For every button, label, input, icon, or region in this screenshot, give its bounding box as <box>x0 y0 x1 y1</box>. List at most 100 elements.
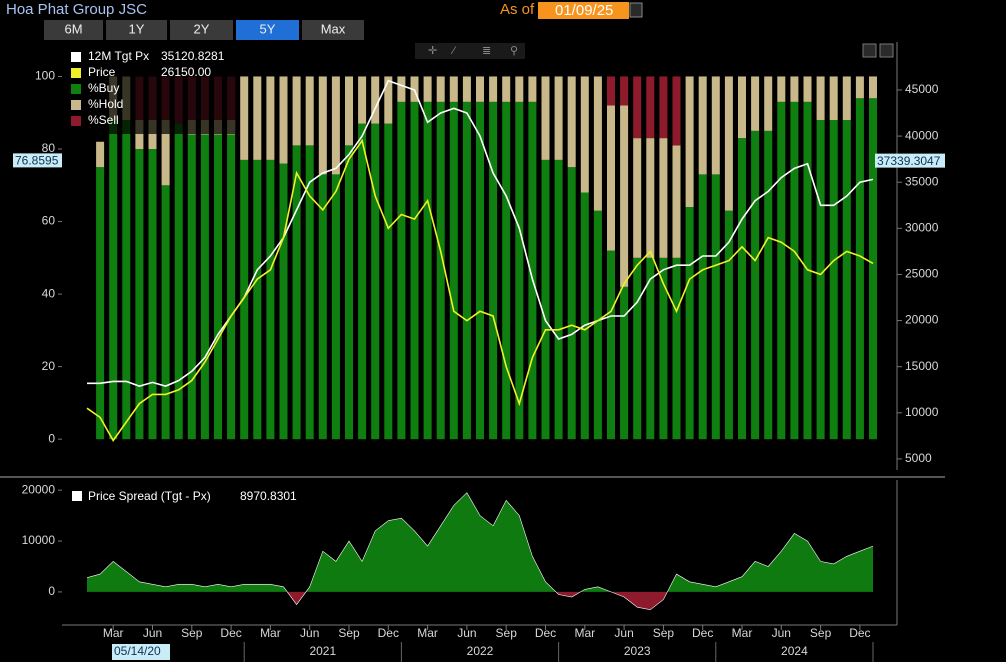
year-label: 2021 <box>309 644 336 658</box>
bar-segment <box>135 149 144 440</box>
bar-segment <box>777 76 786 102</box>
legend-swatch <box>72 491 82 501</box>
bar-segment <box>855 98 864 440</box>
x-tick-label: Jun <box>300 626 319 640</box>
line-series <box>87 79 874 387</box>
x-tick-label: Mar <box>732 626 753 640</box>
x-tick-label: Dec <box>692 626 713 640</box>
bar-segment <box>423 76 432 102</box>
bar-segment <box>554 159 563 440</box>
legend-label: %Buy <box>88 81 119 95</box>
draw-icon[interactable]: ∕ <box>450 45 457 57</box>
y-tick-label: 0 <box>48 584 55 598</box>
range-button[interactable] <box>302 20 364 40</box>
range-button[interactable] <box>170 20 233 40</box>
bar-segment <box>187 134 196 440</box>
bar-segment <box>305 76 314 146</box>
bar-segment <box>567 167 576 440</box>
x-tick-label: Sep <box>810 626 832 640</box>
range-button-label[interactable]: 6M <box>64 21 82 36</box>
bar-segment <box>345 76 353 146</box>
value-marker-label: 37339.3047 <box>877 154 941 168</box>
x-tick-label: Sep <box>496 626 518 640</box>
bar-segment <box>842 76 851 120</box>
legend-swatch <box>71 116 81 126</box>
bar-segment <box>227 134 236 440</box>
legend-swatch <box>71 68 81 78</box>
x-tick-label: Dec <box>849 626 870 640</box>
bar-segment <box>620 105 629 287</box>
bar-segment <box>528 76 537 102</box>
y-tick-label: 10000 <box>22 533 56 547</box>
y2-tick-label: 35000 <box>905 174 939 188</box>
bar-segment <box>541 159 550 440</box>
bar-segment <box>345 145 353 440</box>
collapse-icon[interactable] <box>879 43 894 58</box>
range-button-label[interactable]: 5Y <box>260 21 276 36</box>
bar-segment <box>318 174 327 440</box>
range-button[interactable] <box>236 20 299 40</box>
date-field[interactable] <box>538 2 629 19</box>
bar-segment <box>96 167 105 440</box>
x-tick-label: Mar <box>260 626 281 640</box>
bar-segment <box>751 130 760 440</box>
bar-segment <box>698 174 707 440</box>
bar-segment <box>122 119 131 440</box>
y2-tick-label: 45000 <box>905 82 939 96</box>
x-tick-label: Jun <box>457 626 476 640</box>
range-button[interactable] <box>106 20 167 40</box>
legend-swatch <box>71 100 81 110</box>
y2-tick-label: 25000 <box>905 267 939 281</box>
bar-segment <box>593 76 602 211</box>
legend-box <box>65 45 235 134</box>
y-tick-label: 20000 <box>22 482 56 496</box>
bar-segment <box>829 119 838 440</box>
bar-segment <box>331 76 340 175</box>
range-button-label[interactable]: 1Y <box>129 21 145 36</box>
bar-segment <box>161 119 170 186</box>
bar-segment <box>358 76 367 124</box>
range-button-label[interactable]: Max <box>321 21 346 36</box>
legend-swatch <box>71 84 81 94</box>
toolbar <box>415 43 525 59</box>
bar-segment <box>541 76 550 160</box>
crosshair-icon[interactable]: ✛ <box>428 45 437 57</box>
bar-segment <box>462 76 471 102</box>
x-tick-label: Dec <box>378 626 399 640</box>
y2-tick-label: 15000 <box>905 359 939 373</box>
bar-segment <box>620 286 629 440</box>
bar-segment <box>646 138 655 258</box>
table-icon[interactable]: ≣ <box>482 45 491 57</box>
bar-segment <box>685 76 694 208</box>
bar-segment <box>266 76 275 160</box>
bar-segment <box>790 101 799 440</box>
range-button[interactable] <box>44 20 103 40</box>
bar-segment <box>397 76 406 102</box>
bar-segment <box>436 101 445 440</box>
legend-box <box>65 486 305 507</box>
bar-segment <box>580 192 589 440</box>
legend-label: Price Spread (Tgt - Px) <box>88 489 211 503</box>
x-tick-label: Sep <box>181 626 203 640</box>
date-value[interactable]: 01/09/25 <box>555 2 613 19</box>
bar-segment <box>672 257 681 440</box>
bar-segment <box>803 76 812 102</box>
bar-segment <box>764 130 773 440</box>
zoom-icon[interactable]: ⚲ <box>510 45 518 57</box>
x-tick-label: Sep <box>653 626 675 640</box>
bar-segment <box>410 101 419 440</box>
as-of-label: As of <box>500 1 535 18</box>
legend-value: 26150.00 <box>161 65 211 79</box>
range-button-label[interactable]: 2Y <box>194 21 210 36</box>
bar-segment <box>449 76 458 102</box>
line-series <box>86 138 874 442</box>
calendar-button[interactable] <box>629 2 643 18</box>
bar-segment <box>672 76 681 146</box>
legend-label: Price <box>88 65 116 79</box>
expand-icon[interactable] <box>862 43 877 58</box>
bar-segment <box>869 76 877 99</box>
bar-segment <box>174 123 183 440</box>
bar-segment <box>502 101 511 440</box>
bar-segment <box>371 123 380 440</box>
bar-segment <box>476 101 484 440</box>
